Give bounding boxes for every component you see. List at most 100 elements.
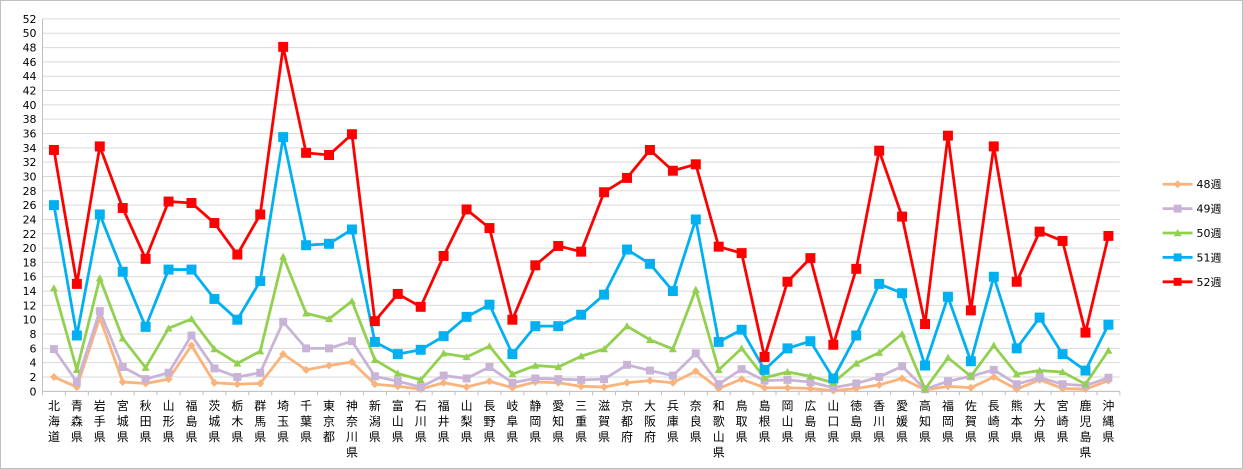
data-point — [484, 299, 495, 310]
x-tick-label: 熊本県 — [1011, 398, 1023, 444]
x-tick-label: 奈良県 — [690, 399, 702, 444]
data-point — [72, 365, 81, 374]
data-point — [1080, 327, 1091, 338]
data-point — [623, 360, 632, 369]
data-point — [1103, 319, 1114, 330]
y-tick-label: 44 — [23, 70, 37, 83]
data-point — [667, 165, 678, 176]
data-point — [210, 345, 219, 353]
data-point — [278, 132, 289, 143]
data-point — [553, 240, 564, 251]
data-point — [439, 349, 448, 357]
data-point — [966, 372, 975, 380]
data-point — [416, 375, 425, 384]
data-point — [989, 365, 998, 374]
y-tick-label: 48 — [23, 42, 37, 55]
x-tick-label: 三重県 — [575, 399, 587, 444]
data-point — [507, 349, 518, 360]
data-point — [233, 359, 242, 367]
data-point — [95, 307, 104, 316]
data-point — [1034, 312, 1045, 323]
data-point — [874, 145, 885, 156]
x-tick-label: 青森県 — [71, 399, 83, 444]
x-tick-label: 鳥取県 — [736, 398, 748, 444]
x-tick-label: 佐賀県 — [965, 399, 977, 444]
data-point — [576, 309, 587, 320]
data-point — [943, 353, 952, 361]
data-point — [140, 321, 151, 332]
data-point — [783, 368, 792, 376]
legend-entry: 50週 — [1162, 227, 1222, 240]
x-tick-label: 長崎県 — [988, 399, 1000, 444]
x-tick-label: 兵庫県 — [667, 399, 679, 444]
data-point — [71, 278, 82, 289]
legend-marker — [1173, 253, 1182, 262]
y-tick-label: 40 — [23, 99, 37, 112]
data-point — [255, 209, 266, 220]
data-point — [325, 344, 334, 353]
data-point — [1058, 380, 1067, 389]
data-point — [530, 321, 541, 332]
data-point — [209, 218, 220, 229]
data-point — [623, 322, 632, 330]
data-point — [94, 209, 105, 220]
data-point — [347, 357, 356, 366]
data-point — [759, 364, 770, 375]
data-point — [668, 345, 677, 353]
y-tick-label: 38 — [23, 113, 37, 126]
data-point — [439, 371, 448, 380]
x-tick-label: 岐阜県 — [506, 399, 518, 444]
data-point — [965, 305, 976, 316]
data-point — [1104, 373, 1113, 382]
data-point — [370, 355, 379, 364]
series-4 — [48, 132, 1114, 384]
data-point — [1104, 346, 1113, 354]
y-tick-label: 4 — [30, 357, 37, 370]
data-point — [852, 379, 861, 388]
y-tick-label: 50 — [23, 27, 37, 40]
x-tick-label: 宮城県 — [117, 398, 129, 444]
data-point — [554, 362, 563, 371]
data-point — [759, 351, 770, 362]
legend-label: 50週 — [1197, 227, 1222, 240]
data-point — [713, 241, 724, 252]
data-point — [164, 324, 173, 332]
x-axis: 北海道青森県岩手県宮城県秋田県山形県福島県茨城県栃木県群馬県埼玉県千葉県東京都神… — [41, 390, 1121, 460]
data-point — [989, 341, 998, 349]
legend-entry: 52週 — [1162, 276, 1221, 289]
x-tick-label: 高知県 — [919, 398, 931, 444]
legend-entry: 48週 — [1162, 178, 1221, 191]
data-point — [392, 349, 403, 360]
data-point — [714, 365, 723, 374]
data-point — [782, 343, 793, 354]
x-tick-label: 福井県 — [438, 398, 450, 444]
x-tick-label: 長野県 — [484, 399, 496, 444]
data-point — [141, 363, 150, 371]
y-tick-label: 24 — [23, 213, 37, 226]
data-point — [507, 314, 518, 325]
y-tick-label: 20 — [23, 242, 37, 255]
series-2 — [49, 307, 1113, 394]
data-point — [576, 246, 587, 257]
series-line — [52, 135, 1110, 380]
data-point — [690, 214, 701, 225]
legend-marker — [1173, 229, 1182, 237]
data-point — [140, 253, 151, 264]
data-point — [1011, 276, 1022, 287]
data-point — [1035, 366, 1044, 374]
data-point — [851, 263, 862, 274]
x-tick-label: 岩手県 — [94, 398, 106, 444]
data-point — [324, 150, 334, 160]
legend-marker — [1173, 204, 1182, 213]
data-point — [667, 286, 678, 297]
data-point — [163, 264, 174, 275]
data-point — [577, 375, 586, 384]
y-tick-label: 34 — [23, 142, 37, 155]
data-point — [691, 349, 700, 358]
data-point — [874, 278, 885, 289]
x-tick-label: 滋賀県 — [598, 399, 610, 444]
y-tick-label: 42 — [23, 85, 37, 98]
data-point — [302, 344, 311, 353]
x-tick-label: 群馬県 — [254, 399, 266, 444]
data-point — [415, 344, 426, 355]
